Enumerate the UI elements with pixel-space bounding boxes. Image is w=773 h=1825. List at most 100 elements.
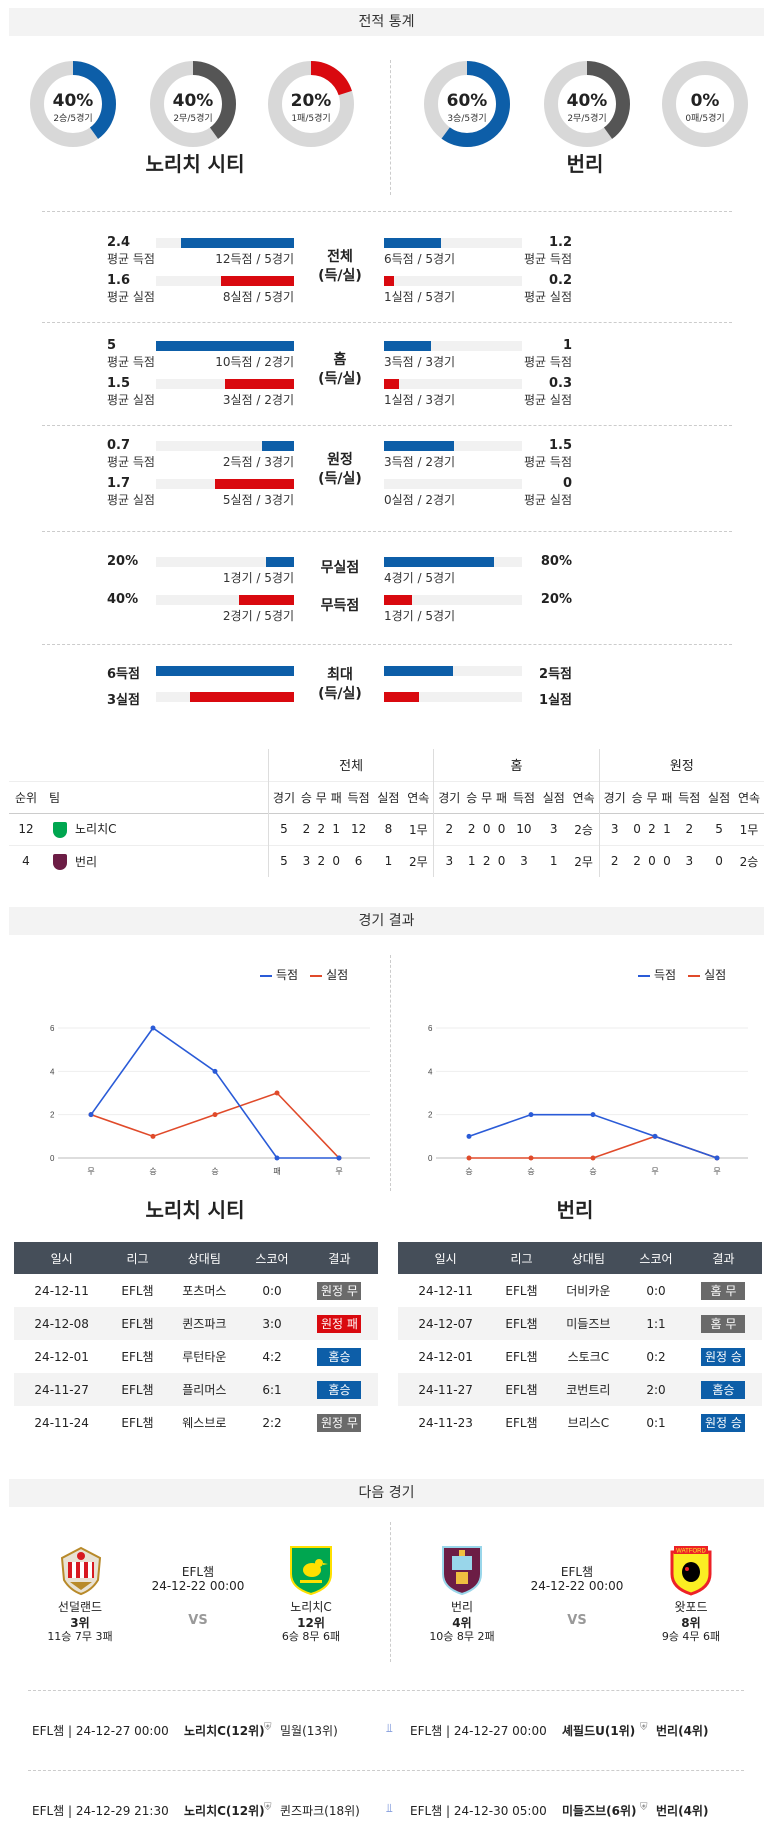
standings-value: 3 [685,854,694,869]
legend-swatch [638,974,650,977]
upcoming-away-team[interactable]: 밀월(13위) [280,1724,338,1738]
away-stat-caption: 1경기 / 5경기 [384,609,456,623]
team-cell[interactable]: 노리치C [43,813,268,845]
bar-track [384,666,522,676]
home-stat-bar [262,441,294,451]
result-badge: 원정 패 [317,1314,362,1333]
away-stat-label: 평균 득점 [524,252,572,266]
standings-col-header: 승 [631,790,643,805]
result-date: 24-12-11 [418,1283,473,1298]
away-stat-caption: 4경기 / 5경기 [384,571,456,585]
section-header-results: 경기 결과 [9,907,764,935]
upcoming-home-team[interactable]: 노리치C(12위) [184,1724,265,1738]
standings-value: 1무 [408,822,428,837]
burnley-crest-icon [53,854,67,870]
versus-shield-icon: ⛨ [264,1802,272,1813]
donut-fill [424,61,510,147]
standings-col-header: 패 [496,790,508,805]
standings-value: 2 [467,822,476,836]
stat-category-label: 최대 [327,667,353,683]
standings-value: 2승 [739,854,759,869]
home-stat-bar [156,341,294,351]
away-stat-value: 0 [562,476,572,491]
away-stat-bar [384,441,454,451]
away-stat-caption: 6득점 / 5경기 [384,252,456,266]
away-stat-label: 평균 실점 [524,290,572,304]
result-badge: 홈승 [317,1380,362,1399]
home-stat-value: 1.5 [107,376,131,391]
divider [42,322,732,323]
result-score: 0:0 [646,1283,666,1298]
home-stat-bar [239,595,294,605]
bar-track [384,692,522,702]
bar-track [156,441,294,451]
away-stat-bar [384,666,453,676]
standings-value: 5 [715,822,723,836]
chevron-down-icon[interactable]: ⫫ [386,1721,393,1735]
donut-fill [268,61,354,147]
upcoming-away-team[interactable]: 번리(4위) [656,1724,709,1738]
result-league: EFL챔 [109,1307,166,1340]
upcoming-home-team[interactable]: 미들즈브(6위) [562,1804,637,1818]
team-header: 팀 [49,790,61,805]
home-stat-value: 0.7 [107,438,131,453]
standings-value: 0 [332,854,341,869]
vs-label: VS [567,1613,587,1628]
x-tick-label: 무 [87,1167,94,1176]
chart-legend: 득점 실점 [260,966,348,983]
fixture-team-name: 선덜랜드 [57,1600,103,1614]
standings-group-away: 원정 [598,749,764,781]
team-cell[interactable]: 번리 [43,845,268,877]
standings-group-home: 홈 [433,749,600,781]
away-stat-value: 20% [540,592,572,607]
upcoming-away-team[interactable]: 번리(4위) [656,1804,709,1818]
standings-col-header: 연속 [572,790,595,805]
home-stat-value: 3실점 [107,693,140,708]
win-rate-donut: 40% 2승/5경기 [30,61,116,147]
y-tick-label: 0 [428,1154,433,1163]
standings-value: 1 [549,854,558,869]
upcoming-home-team[interactable]: 셰필드U(1위) [562,1724,636,1738]
result-opp: 더비카운 [566,1284,611,1298]
result-row: 24-12-01 EFL챔 스토크C 0:2 원정 승 [398,1340,762,1373]
donut-ring [30,61,116,147]
stat-category-sublabel: (득/실) [318,686,362,702]
donut-fill [150,61,236,147]
upcoming-match-info: EFL챔 | 24-12-30 05:00 [410,1804,547,1818]
standings-col-header: 무 [481,790,493,805]
result-score: 6:1 [242,1373,301,1406]
divider [28,1690,744,1691]
standings-table: 전체 홈 원정 순위 팀 경기 승 무 패 득점 실점 연속 경기 승 무 패 득점 실점 연속 경기 승 무 패 득점… [9,749,764,877]
standings-value: 0 [715,854,723,869]
donut-fill [544,61,630,147]
fixture-datetime: 24-12-22 00:00 [530,1579,624,1593]
divider [390,955,391,1191]
bar-track [156,557,294,567]
upcoming-home-team[interactable]: 노리치C(12위) [184,1804,265,1818]
donut-caption: 3승/5경기 [447,114,487,124]
standings-value: 2 [433,813,465,845]
series-line [90,1026,339,1159]
donut-track [662,61,748,147]
divider [42,531,732,532]
data-point [590,1155,596,1161]
standings-col-header: 연속 [737,790,761,805]
donut-fill [30,61,116,147]
away-stat-bar [384,557,494,567]
result-league: EFL챔 [505,1350,538,1364]
fixture-team-rank: 12위 [297,1616,325,1630]
home-stat-label: 평균 실점 [107,493,155,507]
upcoming-away-team[interactable]: 퀸즈파크(18위) [280,1804,360,1818]
result-badge: 원정 승 [701,1347,746,1366]
donut-percent: 40% [566,91,608,111]
result-date: 24-12-11 [34,1283,89,1298]
chevron-down-icon[interactable]: ⫫ [386,1801,393,1815]
x-tick-label: 무 [651,1167,658,1176]
result-league: EFL챔 [121,1284,154,1298]
result-date: 24-12-01 [34,1349,89,1364]
result-opp: 웨스브로 [182,1416,227,1430]
fixture-team-rank: 8위 [681,1616,701,1630]
data-point [150,1025,156,1031]
home-stat-caption: 1경기 / 5경기 [222,571,294,585]
result-badge: 홈 무 [701,1281,746,1300]
